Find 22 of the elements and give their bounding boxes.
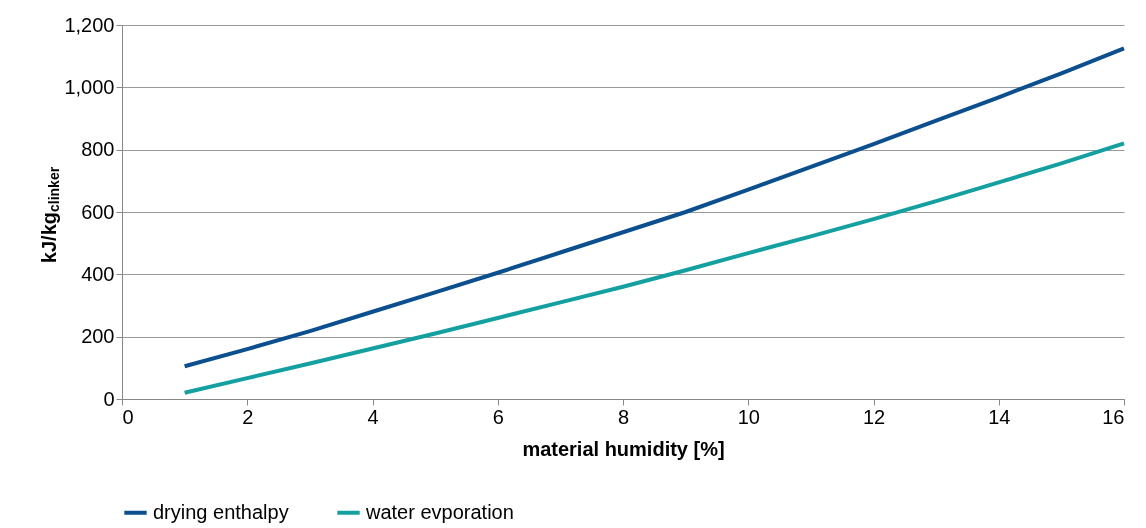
y-tick-label: 200 xyxy=(81,325,115,348)
x-tick-label: 12 xyxy=(862,405,886,428)
x-tick-label: 4 xyxy=(367,405,379,428)
line-series xyxy=(182,46,1126,369)
y-tick-label: 0 xyxy=(103,387,115,410)
y-tick-label: 800 xyxy=(81,138,115,161)
y-tick-label: 1,000 xyxy=(64,75,115,98)
x-tick-label: 16 xyxy=(1102,405,1125,428)
x-tick-label: 8 xyxy=(617,405,630,428)
line-series xyxy=(182,141,1126,395)
y-axis-title: kJ/kgclinker xyxy=(38,166,62,264)
y-tick-label: 1,200 xyxy=(64,13,115,36)
y-tick-label: 600 xyxy=(81,200,115,223)
x-axis-title: material humidity [%] xyxy=(522,437,725,460)
x-tick-label: 10 xyxy=(737,405,760,428)
legend-label: drying enthalpy xyxy=(153,500,289,523)
x-tick-label: 0 xyxy=(122,405,134,428)
legend-label: water evporation xyxy=(365,500,514,523)
y-tick-label: 400 xyxy=(81,262,115,285)
x-tick-label: 14 xyxy=(988,405,1011,428)
x-tick-label: 6 xyxy=(492,405,504,428)
x-tick-label: 2 xyxy=(242,405,254,428)
